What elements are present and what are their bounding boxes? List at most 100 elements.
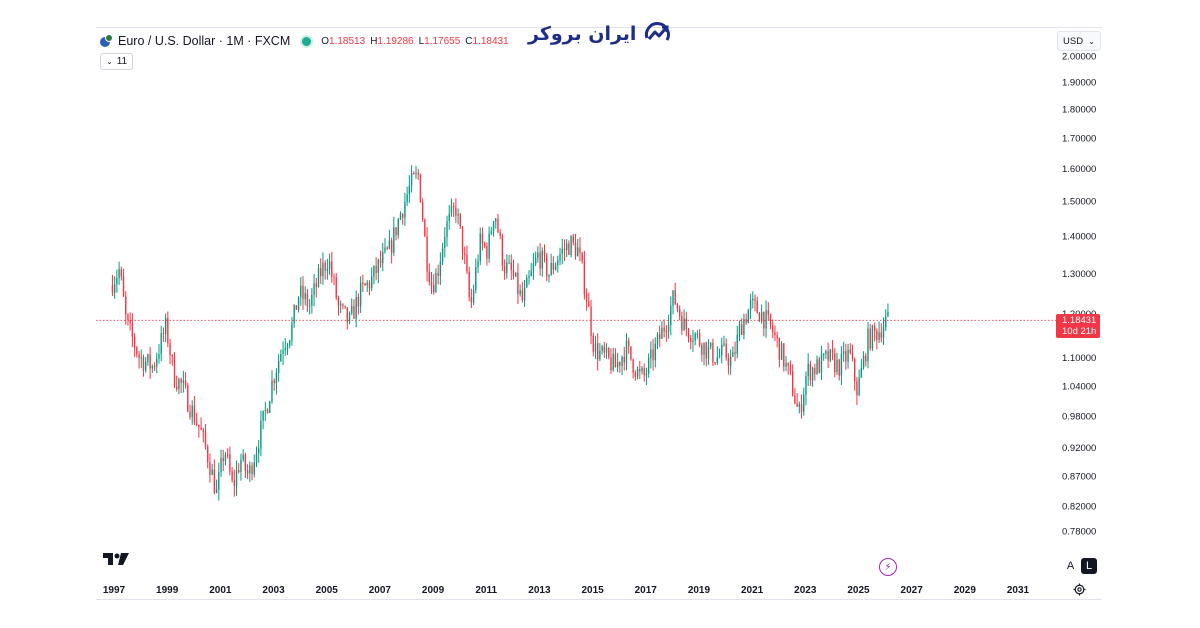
candle-body — [149, 354, 151, 369]
candle-body — [269, 401, 271, 413]
candle-body — [743, 319, 745, 335]
candle-body — [563, 248, 566, 251]
candle-body — [738, 324, 741, 336]
candle-body — [481, 233, 484, 244]
ohlc-values: O1.18513 H1.19286 L1.17655 C1.18431 — [321, 36, 533, 47]
candle-body — [368, 282, 371, 289]
candle-body — [678, 308, 681, 316]
candle-body — [253, 462, 255, 475]
candle-body — [876, 330, 878, 341]
candle-body — [842, 351, 845, 354]
candle-body — [650, 349, 652, 358]
candle-body — [765, 310, 767, 329]
chevron-down-icon: ⌄ — [1088, 36, 1095, 46]
candle-body — [178, 379, 180, 390]
candle-body — [721, 345, 723, 356]
candle-body — [674, 290, 676, 304]
candle-body — [410, 173, 413, 186]
candle-body — [570, 236, 572, 255]
trend-up-logo-icon — [645, 22, 671, 41]
tradingview-logo-icon[interactable] — [103, 553, 129, 567]
candle-body — [282, 350, 284, 355]
candle-body — [479, 233, 481, 262]
currency-select[interactable]: USD ⌄ — [1057, 31, 1101, 51]
candle-body — [694, 333, 696, 341]
candle-body — [331, 261, 333, 277]
x-tick-label: 2029 — [954, 585, 977, 596]
candle-body — [663, 327, 665, 332]
candle-body — [845, 351, 847, 362]
candle-body — [448, 213, 450, 222]
candle-body — [147, 354, 149, 362]
bar-countdown: 10d 21h — [1062, 326, 1097, 337]
candle-body — [213, 469, 216, 493]
candle-body — [495, 218, 497, 222]
y-tick-label: 0.78000 — [1062, 527, 1096, 538]
candle-body — [317, 267, 320, 287]
candle-body — [444, 236, 446, 248]
candle-body — [195, 422, 198, 425]
candle-body — [486, 246, 488, 259]
lightning-icon[interactable]: ⚡ — [879, 558, 897, 576]
x-tick-label: 2005 — [316, 585, 339, 596]
candle-body — [796, 403, 798, 407]
candle-body — [490, 231, 493, 234]
candle-body — [426, 236, 428, 272]
candle-body — [246, 470, 249, 474]
candle-body — [552, 263, 555, 270]
candle-body — [647, 357, 650, 374]
x-tick-label: 2007 — [369, 585, 392, 596]
candle-body — [614, 353, 617, 368]
candle-body — [138, 354, 140, 359]
x-tick-label: 2009 — [422, 585, 445, 596]
candle-body — [840, 353, 843, 376]
candle-body — [698, 333, 701, 346]
candle-body — [767, 310, 769, 315]
candle-body — [116, 277, 118, 285]
candle-body — [878, 332, 880, 341]
ohlc-low-value: 1.17655 — [424, 35, 461, 47]
candle-body — [822, 353, 825, 355]
candle-body — [470, 297, 473, 303]
candle-body — [543, 250, 546, 256]
candle-body — [838, 359, 840, 376]
log-scale-button[interactable]: L — [1081, 558, 1097, 574]
candle-body — [224, 454, 227, 462]
candle-body — [300, 285, 302, 298]
y-tick-label: 0.98000 — [1062, 411, 1096, 422]
candle-body — [530, 270, 532, 276]
candle-body — [202, 429, 204, 432]
time-axis: 1997 1999 2001 2003 2005 2007 2009 2011 2013 2015… — [103, 585, 1030, 596]
candle-body — [120, 269, 123, 277]
candle-body — [311, 294, 313, 306]
candle-body — [475, 267, 477, 291]
x-tick-label: 1997 — [103, 585, 126, 596]
candle-body — [428, 271, 430, 283]
symbol-header[interactable]: Euro / U.S. Dollar · 1M · FXCM O1.18513 … — [100, 32, 533, 50]
candle-body — [592, 335, 594, 352]
candle-body — [266, 409, 269, 413]
candle-body — [811, 368, 814, 381]
candle-body — [207, 446, 209, 463]
candle-body — [603, 346, 606, 353]
candle-body — [249, 465, 251, 474]
candle-body — [286, 345, 289, 349]
candle-body — [127, 314, 129, 320]
last-price-value: 1.18431 — [1062, 315, 1097, 326]
candle-body — [557, 260, 559, 266]
candle-body — [142, 357, 145, 371]
indicators-toggle-button[interactable]: ⌄ 11 — [100, 53, 134, 70]
candle-body — [211, 469, 213, 475]
candle-body — [512, 270, 515, 277]
candle-body — [271, 380, 273, 402]
candle-body — [446, 221, 448, 237]
gear-icon[interactable] — [1073, 583, 1086, 596]
auto-scale-button[interactable]: A — [1066, 559, 1075, 572]
ohlc-close-value: 1.18431 — [472, 35, 509, 47]
symbol-title[interactable]: Euro / U.S. Dollar · 1M · FXCM — [118, 34, 291, 48]
candle-body — [763, 311, 765, 329]
y-tick-label: 1.04000 — [1062, 381, 1096, 392]
candle-body — [275, 373, 278, 384]
candle-body — [218, 472, 220, 490]
